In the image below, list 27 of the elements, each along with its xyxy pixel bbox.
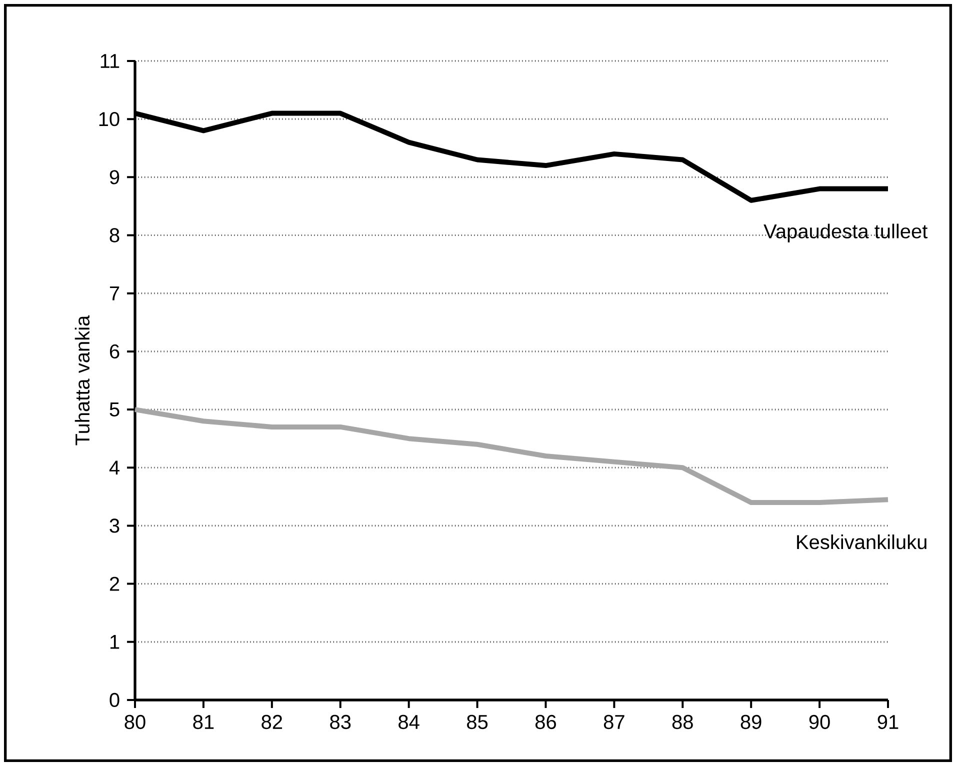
y-tick-label: 6: [110, 344, 120, 359]
y-tick-label: 0: [110, 692, 120, 708]
y-tick-label: 9: [110, 170, 120, 184]
y-tick-label: 8: [110, 228, 120, 242]
series-label: Keskivankiluku: [797, 534, 926, 550]
y-axis-title: Tuhatta vankia: [74, 315, 90, 446]
x-tick-label: 82: [262, 714, 282, 730]
x-tick-label: 80: [124, 714, 146, 730]
x-tick-label: 83: [330, 714, 351, 730]
y-tick-label: 4: [109, 460, 120, 474]
y-tick-label: 10: [99, 112, 120, 126]
y-tick-label: 3: [110, 518, 120, 533]
x-tick-label: 88: [672, 714, 693, 730]
y-tick-label: 5: [110, 402, 120, 416]
x-tick-label: 89: [740, 714, 762, 730]
x-tick-label: 84: [398, 714, 420, 730]
x-tick-label: 91: [878, 714, 898, 730]
x-tick-label: 81: [193, 714, 214, 730]
series-label: Vapaudesta tulleet: [764, 224, 928, 242]
y-tick-label: 2: [110, 576, 120, 591]
y-tick-label: 11: [100, 54, 120, 68]
y-tick-label: 1: [110, 635, 120, 649]
x-tick-label: 87: [604, 714, 624, 730]
y-tick-label: 7: [110, 286, 120, 300]
x-tick-label: 90: [809, 714, 830, 730]
x-tick-label: 85: [467, 714, 488, 730]
x-tick-label: 86: [535, 714, 556, 730]
